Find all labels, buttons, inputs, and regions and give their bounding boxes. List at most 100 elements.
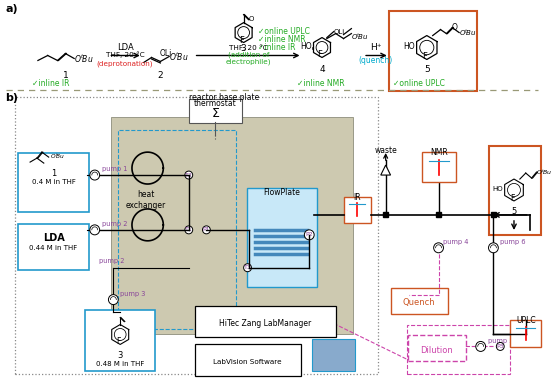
Text: 2: 2	[157, 71, 163, 80]
FancyBboxPatch shape	[247, 188, 317, 286]
Text: ✓online UPLC: ✓online UPLC	[393, 79, 444, 88]
Text: (addition of
electrophile): (addition of electrophile)	[226, 52, 271, 65]
FancyBboxPatch shape	[18, 153, 89, 212]
Text: 3: 3	[117, 351, 123, 360]
Text: FlowPlate: FlowPlate	[263, 188, 300, 197]
Text: Dilution: Dilution	[420, 346, 453, 355]
Text: 0.4 M in THF: 0.4 M in THF	[32, 179, 75, 185]
Circle shape	[90, 225, 100, 235]
Text: Σ: Σ	[211, 107, 219, 120]
Text: 1: 1	[51, 168, 56, 178]
Text: ✓inline IR: ✓inline IR	[32, 79, 70, 88]
Text: F: F	[317, 50, 322, 60]
Bar	[343, 197, 371, 223]
Text: HO: HO	[493, 186, 503, 192]
Text: 3: 3	[241, 44, 247, 53]
Circle shape	[304, 230, 314, 240]
Text: $O^t\!Bu$: $O^t\!Bu$	[74, 52, 94, 65]
Text: $O^t\!Bu$: $O^t\!Bu$	[459, 27, 477, 38]
Text: reactor base plate: reactor base plate	[189, 93, 259, 102]
Text: thermostat: thermostat	[194, 99, 237, 108]
Circle shape	[476, 342, 485, 351]
Text: 4: 4	[319, 65, 325, 74]
Text: HO: HO	[403, 42, 415, 51]
Text: F: F	[510, 194, 514, 203]
Circle shape	[489, 243, 498, 253]
Text: P2: P2	[305, 232, 313, 237]
Circle shape	[109, 295, 118, 304]
Text: 5: 5	[511, 207, 517, 217]
Text: Quench: Quench	[403, 298, 435, 307]
FancyBboxPatch shape	[189, 99, 242, 123]
Text: b): b)	[6, 93, 19, 104]
Text: pump 3: pump 3	[120, 291, 146, 297]
Circle shape	[185, 171, 193, 179]
Text: 1: 1	[64, 71, 69, 80]
Bar	[436, 212, 441, 217]
Text: pump 2: pump 2	[99, 258, 124, 264]
Text: P1: P1	[203, 227, 210, 232]
FancyBboxPatch shape	[18, 224, 89, 270]
Text: waste: waste	[375, 146, 397, 155]
Text: OLi: OLi	[160, 50, 172, 58]
Text: T1: T1	[185, 227, 193, 232]
Text: P3: P3	[496, 344, 504, 349]
Circle shape	[244, 264, 252, 272]
Text: F: F	[239, 36, 244, 45]
Text: pump 5: pump 5	[488, 338, 513, 345]
Text: UPLC: UPLC	[516, 316, 536, 325]
Bar	[510, 319, 541, 348]
Bar	[383, 212, 388, 217]
FancyBboxPatch shape	[111, 117, 353, 335]
Text: pump 1: pump 1	[101, 166, 127, 172]
Text: T3: T3	[244, 265, 252, 270]
Circle shape	[202, 226, 211, 234]
Text: (deprotonation): (deprotonation)	[97, 60, 153, 67]
Text: 0.44 M in THF: 0.44 M in THF	[29, 245, 78, 251]
FancyBboxPatch shape	[194, 306, 336, 337]
Text: LabVision Software: LabVision Software	[213, 359, 282, 365]
FancyBboxPatch shape	[489, 146, 541, 235]
Text: HiTec Zang LabManager: HiTec Zang LabManager	[219, 319, 311, 328]
Circle shape	[434, 243, 443, 253]
Text: LDA: LDA	[117, 43, 134, 52]
FancyBboxPatch shape	[391, 288, 448, 314]
Polygon shape	[381, 165, 391, 175]
Text: H⁺: H⁺	[370, 43, 382, 52]
Text: $O^t\!Bu$: $O^t\!Bu$	[50, 152, 65, 160]
Text: OLi: OLi	[334, 29, 345, 35]
Text: (quench): (quench)	[359, 56, 393, 65]
Text: pump 6: pump 6	[500, 239, 526, 245]
Text: pump 4: pump 4	[443, 239, 469, 245]
Circle shape	[90, 170, 100, 180]
Bar	[491, 212, 496, 217]
Text: HO: HO	[301, 42, 312, 51]
Text: ✓online UPLC: ✓online UPLC	[258, 27, 310, 36]
Text: IR: IR	[353, 193, 361, 202]
Text: ✓inline NMR: ✓inline NMR	[258, 35, 306, 44]
Text: F: F	[116, 337, 120, 346]
Text: THF, 20 °C: THF, 20 °C	[106, 51, 145, 58]
Text: O: O	[452, 23, 457, 32]
Text: ✓inline IR: ✓inline IR	[258, 43, 296, 52]
Text: LDA: LDA	[43, 233, 64, 243]
Text: T2: T2	[185, 173, 193, 178]
Text: a): a)	[6, 4, 18, 14]
Text: O: O	[249, 16, 254, 22]
FancyBboxPatch shape	[194, 345, 301, 376]
Text: $O^t\!Bu$: $O^t\!Bu$	[169, 50, 189, 63]
Text: NMR: NMR	[430, 148, 448, 157]
Text: $O^t\!Bu$: $O^t\!Bu$	[536, 168, 552, 176]
FancyBboxPatch shape	[312, 340, 355, 371]
FancyBboxPatch shape	[85, 309, 156, 371]
Text: ✓inline NMR: ✓inline NMR	[296, 79, 344, 88]
Text: $O^t\!Bu$: $O^t\!Bu$	[351, 31, 370, 42]
Bar	[422, 152, 456, 182]
Text: pump 2: pump 2	[101, 221, 127, 227]
Circle shape	[496, 342, 504, 350]
Text: 0.48 M in THF: 0.48 M in THF	[96, 361, 145, 367]
Circle shape	[185, 226, 193, 234]
Text: THF, 20 °C: THF, 20 °C	[229, 44, 268, 51]
Text: 5: 5	[424, 65, 430, 74]
Text: F: F	[422, 52, 427, 62]
